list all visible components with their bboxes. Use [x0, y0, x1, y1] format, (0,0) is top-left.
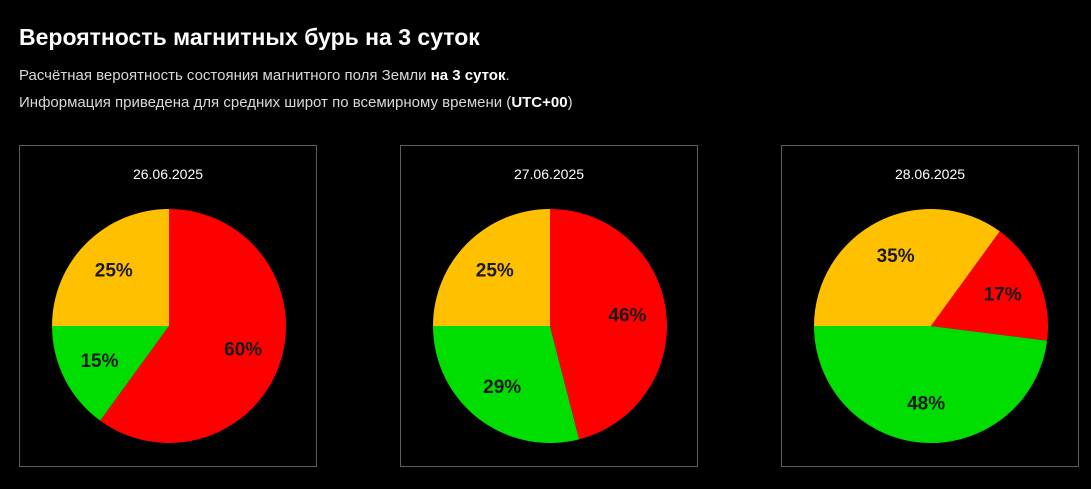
description-line-1: Расчётная вероятность состояния магнитно…: [19, 62, 510, 90]
pie-slice-label-yellow: 25%: [476, 260, 514, 281]
pie-chart-day-1: 15% 25% 60%: [52, 209, 287, 443]
pie-slice-red: [931, 231, 1049, 341]
page-header: Вероятность магнитных бурь на 3 суток Ра…: [19, 22, 1069, 111]
forecast-panel-day-2: 27.06.2025 29% 25% 46%: [400, 145, 698, 467]
pie-slice-label-yellow: 25%: [95, 260, 133, 281]
description-line-1-bold: на 3 суток: [430, 67, 506, 84]
pie-slice-green: [814, 326, 1048, 444]
pie-slice-red: [100, 209, 287, 443]
forecast-panel-day-3: 28.06.2025 48% 35% 17%: [781, 145, 1079, 467]
pie-slice-label-red: 60%: [224, 340, 262, 361]
pie-slice-label-yellow: 35%: [877, 246, 915, 267]
panel-date: 28.06.2025: [894, 166, 966, 182]
forecast-panel-day-1: 26.06.2025 15% 25% 60%: [19, 145, 317, 467]
pie-slice-label-red: 17%: [984, 285, 1022, 306]
description-line-2-end: ): [567, 94, 573, 111]
panel-date: 27.06.2025: [513, 166, 585, 182]
pie-slice-label-green: 48%: [907, 393, 945, 414]
panel-date: 26.06.2025: [132, 166, 204, 182]
pie-chart-day-2: 29% 25% 46%: [433, 209, 667, 443]
description-line-2-text: Информация приведена для средних широт п…: [19, 94, 512, 111]
page-title: Вероятность магнитных бурь на 3 суток: [19, 24, 480, 50]
pie-slice-green: [433, 326, 580, 443]
pie-slice-green: [52, 326, 169, 421]
pie-slice-yellow: [52, 209, 169, 326]
pie-slice-yellow: [814, 209, 1000, 326]
pie-slice-yellow: [433, 209, 550, 326]
pie-slice-red: [550, 209, 667, 440]
description-line-1-end: .: [505, 67, 510, 84]
pie-slice-label-green: 29%: [483, 377, 521, 398]
pie-slice-label-green: 15%: [80, 351, 118, 372]
description-line-2: Информация приведена для средних широт п…: [19, 89, 573, 117]
description-line-1-text: Расчётная вероятность состояния магнитно…: [19, 67, 431, 84]
pie-slice-label-red: 46%: [608, 306, 646, 327]
pie-chart-day-3: 48% 35% 17%: [814, 209, 1049, 444]
description-line-2-bold: UTC+00: [511, 94, 568, 111]
